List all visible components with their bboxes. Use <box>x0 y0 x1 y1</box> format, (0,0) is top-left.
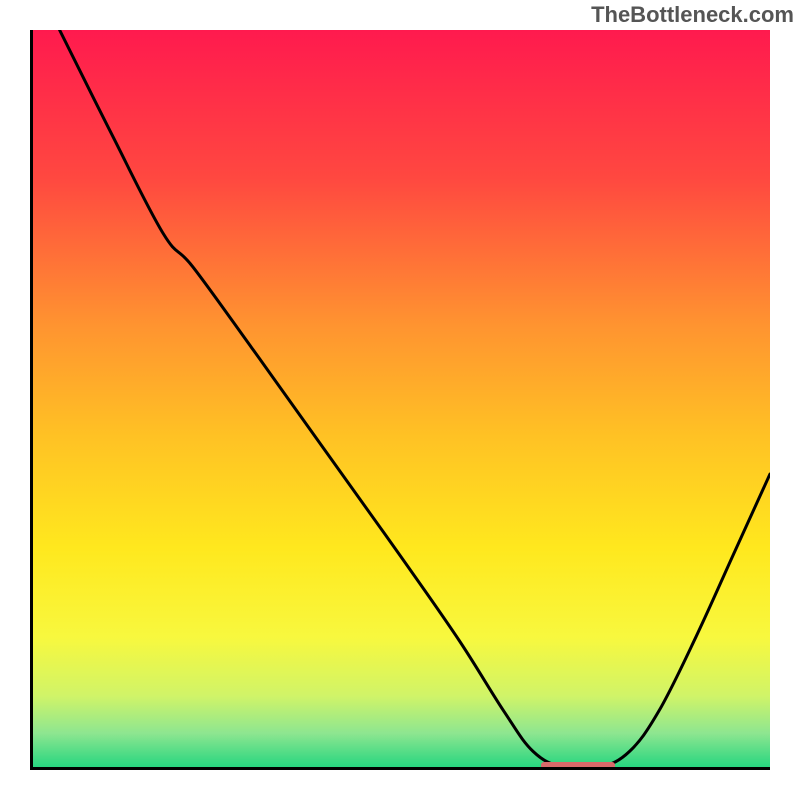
plot-area <box>30 30 770 770</box>
gradient-background <box>30 30 770 770</box>
y-axis <box>30 30 33 770</box>
chart-container: { "attribution": "TheBottleneck.com", "p… <box>0 0 800 800</box>
x-axis <box>30 767 770 770</box>
attribution-text: TheBottleneck.com <box>591 2 794 28</box>
